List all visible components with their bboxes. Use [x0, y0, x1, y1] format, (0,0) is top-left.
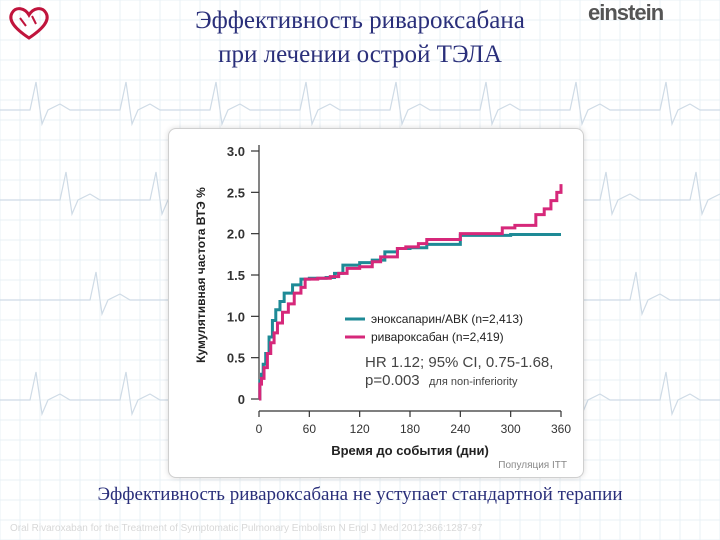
legend-label-1: ривароксабан (n=2,419)	[371, 330, 504, 344]
einstein-logo: einstein	[588, 0, 664, 26]
x-tick-label: 300	[501, 422, 521, 436]
x-axis-label: Время до события (дни)	[331, 443, 489, 458]
ecg-trace-0	[0, 81, 720, 127]
x-tick-label: 60	[303, 422, 317, 436]
slide-title-line-2: при лечении острой ТЭЛА	[218, 41, 502, 68]
heart-logo-icon	[9, 7, 49, 40]
noninferiority-annotation: для non-inferiority	[429, 376, 518, 388]
y-tick-label: 1.5	[227, 268, 245, 283]
x-tick-label: 180	[400, 422, 420, 436]
x-tick-label: 240	[450, 422, 470, 436]
slide-title-line-1: Эффективность ривароксабана	[195, 7, 525, 34]
x-tick-label: 360	[551, 422, 571, 436]
population-note: Популяция ITT	[498, 460, 567, 471]
y-tick-label: 2.5	[227, 185, 245, 200]
logo-right-text: einstein	[588, 0, 664, 25]
chart-panel: 0 0.5 1.0 1.5 2.0 2.5 3.0 0 60 120 180 240 300 360 Вре…	[168, 128, 584, 478]
y-axis-label: Кумулятивная частота ВТЭ %	[194, 187, 208, 363]
y-tick-label: 0.5	[227, 351, 245, 366]
hr-annotation: HR 1.12; 95% CI, 0.75-1.68,	[365, 354, 553, 371]
citation-text: Oral Rivaroxaban for the Treatment of Sy…	[10, 523, 483, 534]
series-line-1	[258, 184, 563, 401]
y-tick-label: 1.0	[227, 309, 245, 324]
x-tick-label: 120	[350, 422, 370, 436]
kaplan-meier-chart: 0 0.5 1.0 1.5 2.0 2.5 3.0 0 60 120 180 240 300 360 Вре…	[194, 144, 571, 458]
y-tick-label: 0	[238, 392, 245, 407]
y-tick-label: 2.0	[227, 227, 245, 242]
legend-label-0: эноксапарин/АВК (n=2,413)	[371, 312, 523, 326]
p-value-annotation: p=0.003	[365, 372, 420, 389]
x-tick-label: 0	[256, 422, 263, 436]
y-tick-label: 3.0	[227, 144, 245, 159]
conclusion-text: Эффективность ривароксабана не уступает …	[97, 484, 623, 505]
